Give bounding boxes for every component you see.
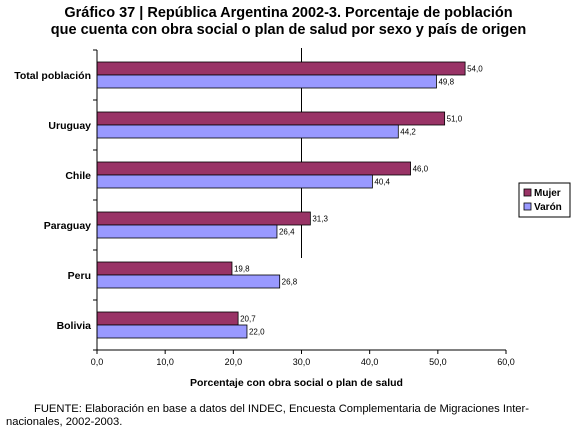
data-label-mujer-2: 46,0 xyxy=(413,165,429,174)
bar-varon-1 xyxy=(96,124,399,139)
data-label-varon-2: 40,4 xyxy=(374,178,390,187)
bar-mujer-4 xyxy=(96,261,233,276)
x-axis-title: Porcentaje con obra social o plan de sal… xyxy=(190,377,403,389)
bar-mujer-2 xyxy=(96,161,411,176)
category-label-4: Peru xyxy=(68,270,91,282)
chart-title-line-2: que cuenta con obra social o plan de sal… xyxy=(50,22,527,38)
legend-swatch-mujer xyxy=(523,188,532,197)
bar-mujer-1 xyxy=(96,111,446,126)
data-label-varon-5: 22,0 xyxy=(249,328,265,337)
data-label-varon-4: 26,8 xyxy=(282,278,298,287)
x-tick-label-2: 20,0 xyxy=(225,357,243,367)
bar-varon-2 xyxy=(96,174,373,189)
category-label-1: Uruguay xyxy=(48,120,91,132)
x-tick-label-0: 0,0 xyxy=(91,357,104,367)
legend-label-varon: Varón xyxy=(534,202,562,213)
category-label-2: Chile xyxy=(65,170,91,182)
data-label-mujer-5: 20,7 xyxy=(240,315,256,324)
data-label-varon-0: 49,8 xyxy=(438,78,454,87)
x-tick-label-1: 10,0 xyxy=(156,357,174,367)
data-label-varon-1: 44,2 xyxy=(400,128,416,137)
chart-title-line-1: Gráfico 37 | República Argentina 2002-3.… xyxy=(64,5,513,21)
legend-label-mujer: Mujer xyxy=(534,188,561,199)
x-tick-label-5: 50,0 xyxy=(429,357,447,367)
data-label-varon-3: 26,4 xyxy=(279,228,295,237)
legend-swatch-varon xyxy=(523,202,532,211)
bar-mujer-3 xyxy=(96,211,311,226)
data-label-mujer-4: 19,8 xyxy=(234,265,250,274)
category-label-3: Paraguay xyxy=(44,220,91,232)
bar-varon-5 xyxy=(96,324,248,339)
data-label-mujer-3: 31,3 xyxy=(312,215,328,224)
x-tick-label-6: 60,0 xyxy=(497,357,515,367)
bar-varon-0 xyxy=(96,74,437,89)
x-tick-label-3: 30,0 xyxy=(293,357,311,367)
bar-mujer-5 xyxy=(96,311,239,326)
category-label-5: Bolivia xyxy=(57,320,92,332)
chart-title: Gráfico 37 | República Argentina 2002-3.… xyxy=(0,5,577,39)
bar-varon-4 xyxy=(96,274,281,289)
bar-varon-3 xyxy=(96,224,278,239)
data-label-mujer-0: 54,0 xyxy=(467,65,483,74)
data-label-mujer-1: 51,0 xyxy=(447,115,463,124)
bar-mujer-0 xyxy=(96,61,466,76)
x-tick-label-4: 40,0 xyxy=(361,357,379,367)
bar-chart: 54,0 49,8 Total población 51,0 44,2 Uruguay 46… xyxy=(14,48,571,389)
source-note: FUENTE: Elaboración en base a datos del … xyxy=(6,403,529,428)
category-label-0: Total población xyxy=(14,70,91,82)
